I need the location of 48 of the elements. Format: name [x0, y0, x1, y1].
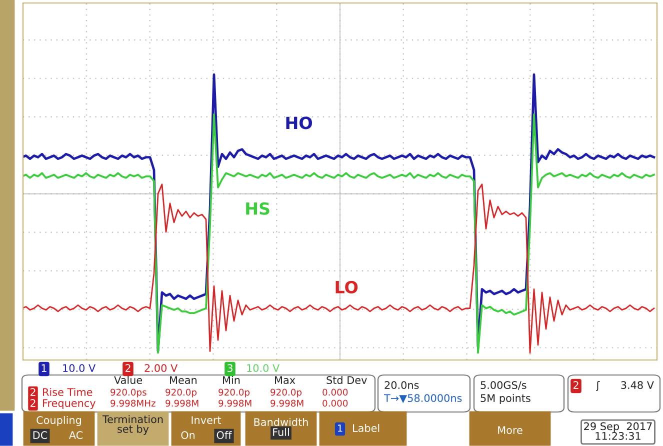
text: 20.0ns [384, 381, 419, 390]
text: 920.0p [270, 388, 302, 398]
text: 1 [42, 364, 46, 372]
text: T→▼58.0000ns [384, 394, 462, 404]
text: 2 [30, 399, 36, 407]
text: Std Dev [326, 376, 367, 384]
text: Termination set by [102, 415, 163, 435]
text: 9.998M [218, 400, 252, 407]
text: 9.998MHz [110, 400, 156, 407]
text: 5.00GS/s [480, 381, 526, 390]
text: 920.0ps [110, 388, 146, 398]
text: Frequency [43, 399, 96, 410]
text: Coupling [36, 416, 81, 426]
text: DC [33, 431, 48, 440]
text: Value [114, 376, 142, 384]
text: 9.998M [166, 400, 198, 407]
text: 2 [125, 364, 130, 372]
text: Full [273, 428, 289, 436]
text: 2 [30, 388, 36, 396]
text: 0.000 [322, 400, 348, 407]
text: 3.48 V [621, 381, 654, 390]
text: AC [68, 431, 83, 440]
text: 920.0p [166, 388, 197, 398]
text: 2 [573, 381, 578, 389]
text: 10.0 V [247, 364, 280, 372]
text: 10.0 V [63, 364, 96, 372]
text: 920.0p [218, 388, 250, 398]
series-label: HS [246, 202, 270, 215]
text: Bandwidth [254, 418, 308, 426]
text: Min [223, 376, 240, 384]
text: 9.998M [270, 400, 304, 407]
text: Invert [192, 416, 222, 424]
text: Rise Time [43, 388, 92, 396]
series-label: HO [286, 116, 312, 130]
text: On [181, 431, 195, 440]
text: 29 Sep 2017 11:23:31 [584, 422, 652, 440]
text: Max [275, 376, 296, 384]
text: 2.00 V [144, 364, 178, 372]
text: Off [216, 430, 232, 440]
text: ʃ [596, 380, 600, 392]
text: 1 [338, 424, 342, 432]
text: 5M points [480, 394, 530, 404]
text: 3 [227, 364, 232, 372]
text: Label [353, 424, 380, 432]
text: 0.000 [322, 388, 348, 396]
text: Mean [170, 376, 196, 384]
text: More [498, 426, 522, 434]
series-label: LO [336, 280, 358, 294]
